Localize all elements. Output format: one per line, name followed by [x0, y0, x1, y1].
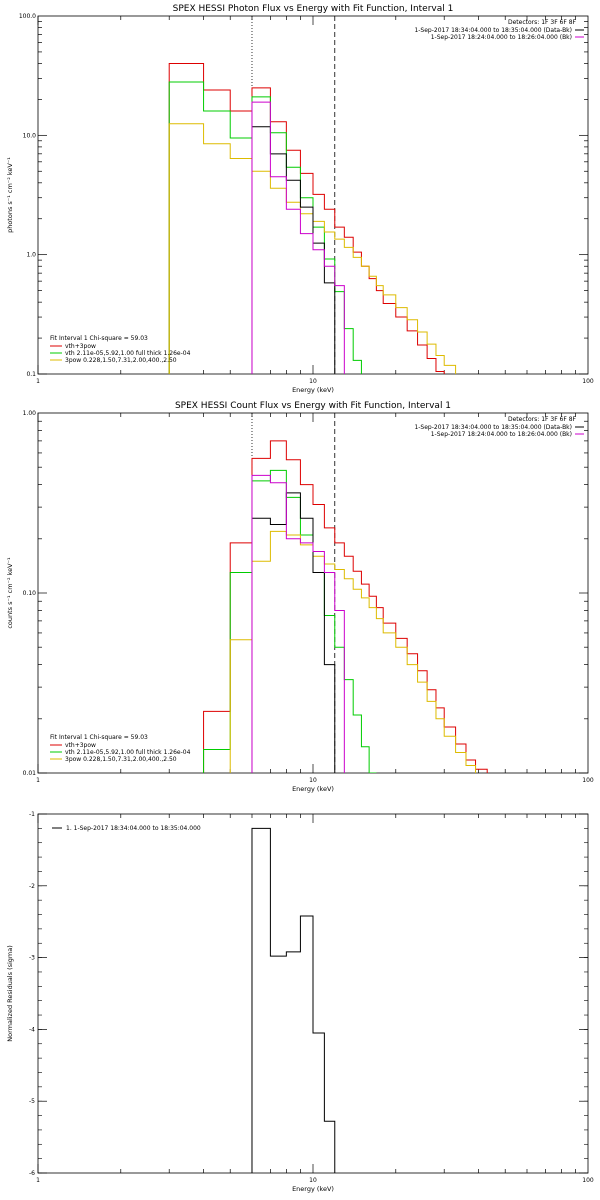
- fit-legend-label: vth+3pow: [65, 343, 96, 350]
- series-3pow-line: [168, 123, 488, 374]
- chart-title: SPEX HESSI Count Flux vs Energy with Fit…: [175, 401, 451, 411]
- legend-entry-label: 1-Sep-2017 18:34:04.000 to 18:35:04.000 …: [414, 27, 572, 34]
- series-1-1-sep-2017-18-34-04-000-to-18-35-04-000-line: [251, 827, 336, 1173]
- y-tick-label: 10.0: [23, 132, 37, 139]
- plot-data: [168, 16, 488, 374]
- x-tick-label: 100: [582, 1177, 594, 1184]
- legend-entry-label: 1-Sep-2017 18:24:04.000 to 18:26:04.000 …: [431, 431, 572, 438]
- y-tick-label: 1.0: [26, 252, 36, 259]
- fit-legend-header: Fit Interval 1 Chi-square = 59.03: [50, 335, 148, 342]
- series-bk-line: [251, 474, 345, 773]
- plot-frame: [37, 412, 589, 774]
- legend-entry-label: 1-Sep-2017 18:34:04.000 to 18:35:04.000 …: [414, 424, 572, 431]
- legend-entry-label: 1-Sep-2017 18:24:04.000 to 18:26:04.000 …: [431, 34, 572, 41]
- y-tick-label: -2: [29, 883, 35, 890]
- y-axis-label: Normalized Residuals (sigma): [6, 945, 14, 1042]
- chart-title: SPEX HESSI Photon Flux vs Energy with Fi…: [173, 4, 454, 14]
- fit-legend-label: 3pow 0.228,1.50,7.31,2.00,400.,2.50: [65, 357, 177, 364]
- chart-panel-2: SPEX HESSI Count Flux vs Energy with Fit…: [6, 401, 594, 793]
- y-axis-label: counts s⁻¹ cm⁻² keV⁻¹: [6, 557, 14, 629]
- y-tick-label: -5: [29, 1098, 35, 1105]
- x-tick-label: 10: [309, 1177, 317, 1184]
- detectors-label: Detectors: 1F 3F 6F 8F: [508, 416, 577, 423]
- series-vth-3pow-line: [168, 62, 445, 374]
- fit-legend-label: vth 2.11e-05,5.92,1.00 full thick 1.26e-…: [65, 749, 191, 756]
- x-axis-label: Energy (keV): [292, 785, 334, 793]
- y-tick-label: 0.01: [23, 770, 37, 777]
- detectors-label: Detectors: 1F 3F 6F 8F: [508, 19, 577, 26]
- x-axis-label: Energy (keV): [292, 1185, 334, 1193]
- y-tick-label: -3: [29, 955, 35, 962]
- fit-legend-label: vth 2.11e-05,5.92,1.00 full thick 1.26e-…: [65, 350, 191, 357]
- series-data-bk-line: [251, 126, 336, 374]
- y-tick-label: 100.0: [19, 13, 36, 20]
- series-bk-line: [251, 101, 345, 374]
- x-tick-label: 100: [582, 777, 594, 784]
- chart-panel-3: 1 10 100 Energy (keV) -1 -2 -3 -4 -5 -6 Normalized…: [6, 811, 594, 1193]
- plot-data: [203, 413, 543, 773]
- x-tick-label: 10: [309, 378, 317, 385]
- chart-panel-1: SPEX HESSI Photon Flux vs Energy with Fi…: [6, 4, 594, 394]
- x-tick-label: 1: [36, 777, 40, 784]
- y-axis-label: photons s⁻¹ cm⁻² keV⁻¹: [6, 157, 14, 233]
- y-tick-label: -1: [29, 811, 35, 818]
- fit-legend-header: Fit Interval 1 Chi-square = 59.03: [50, 734, 148, 741]
- x-tick-label: 100: [582, 378, 594, 385]
- residual-legend-label: 1. 1-Sep-2017 18:34:04.000 to 18:35:04.0…: [66, 825, 201, 832]
- x-tick-label: 10: [309, 777, 317, 784]
- series-vth-line: [203, 469, 377, 773]
- x-tick-label: 1: [36, 378, 40, 385]
- x-tick-label: 1: [36, 1177, 40, 1184]
- x-axis-label: Energy (keV): [292, 386, 334, 394]
- series-3pow-line: [203, 530, 543, 773]
- y-tick-label: 1.00: [23, 410, 37, 417]
- plot-data: [251, 827, 336, 1173]
- fit-legend-label: vth+3pow: [65, 742, 96, 749]
- series-data-bk-line: [251, 492, 336, 773]
- y-tick-label: 0.10: [23, 590, 37, 597]
- y-tick-label: -6: [29, 1170, 35, 1177]
- y-tick-label: -4: [29, 1026, 35, 1033]
- fit-legend-label: 3pow 0.228,1.50,7.31,2.00,400.,2.50: [65, 756, 177, 763]
- y-tick-label: 0.1: [26, 371, 36, 378]
- series-vth-line: [168, 81, 362, 374]
- plot-frame: [37, 15, 589, 375]
